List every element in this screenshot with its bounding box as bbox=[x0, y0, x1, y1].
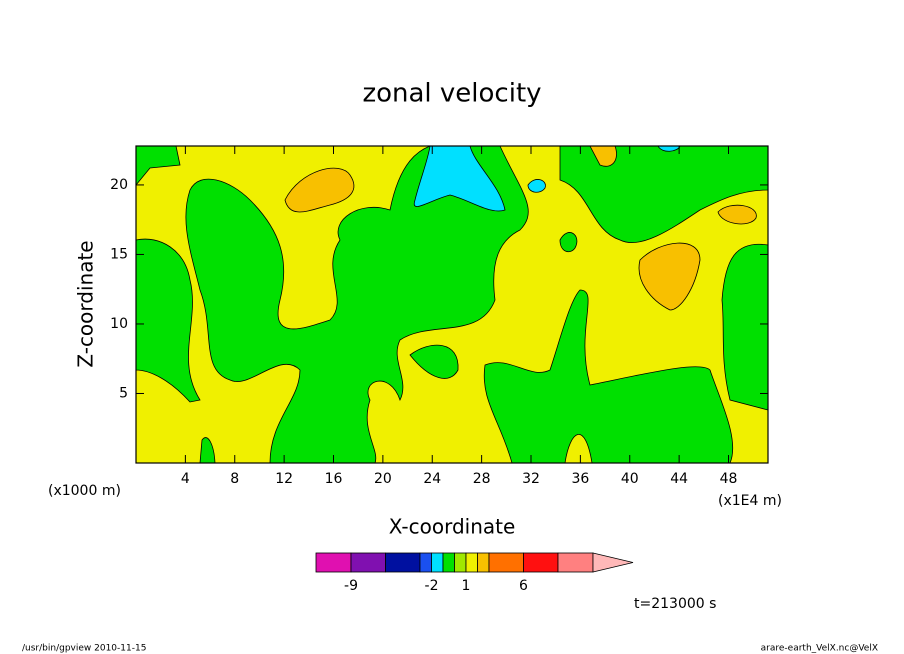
y-tick-label: 20 bbox=[110, 177, 128, 193]
field-region bbox=[185, 145, 529, 464]
colorbar-box bbox=[488, 552, 524, 573]
y-tick-label: 10 bbox=[110, 316, 128, 332]
field-region bbox=[483, 289, 734, 464]
x-tick-label: 4 bbox=[181, 471, 190, 487]
field-region bbox=[717, 204, 757, 225]
y-tick-label: 15 bbox=[110, 246, 128, 262]
field-region bbox=[527, 179, 546, 193]
contour-field bbox=[135, 145, 769, 464]
colorbar-tick-label: 6 bbox=[519, 578, 528, 594]
field-region bbox=[409, 344, 459, 379]
x-tick-label: 28 bbox=[473, 471, 491, 487]
x-tick-label: 32 bbox=[522, 471, 540, 487]
annotation: t=213000 s bbox=[634, 596, 716, 612]
field-region bbox=[559, 232, 578, 253]
colorbar-box bbox=[557, 552, 594, 573]
colorbar-box bbox=[431, 552, 444, 573]
colorbar-box bbox=[385, 552, 421, 573]
x-tick-label: 24 bbox=[423, 471, 441, 487]
colorbar-box bbox=[477, 552, 490, 573]
colorbar-extend bbox=[592, 552, 634, 573]
x-tick-label: 44 bbox=[670, 471, 688, 487]
colorbar-tick-label: -2 bbox=[425, 578, 439, 594]
x-unit-label: (x1000 m) bbox=[48, 483, 121, 499]
x-tick-label: 12 bbox=[275, 471, 293, 487]
footer: arare-earth_VelX.nc@VelX bbox=[761, 644, 878, 654]
y-axis-label: Z-coordinate bbox=[74, 240, 98, 367]
x-unit-label: (x1E4 m) bbox=[718, 493, 782, 509]
x-tick-label: 48 bbox=[720, 471, 738, 487]
y-tick-label: 5 bbox=[119, 385, 128, 401]
field-region bbox=[413, 145, 506, 212]
colorbar-box bbox=[350, 552, 386, 573]
x-tick-label: 36 bbox=[571, 471, 589, 487]
colorbar-box bbox=[454, 552, 467, 573]
field-region bbox=[638, 242, 701, 311]
x-axis-label: X-coordinate bbox=[389, 515, 516, 539]
field-region bbox=[135, 238, 201, 403]
colorbar-box bbox=[419, 552, 432, 573]
x-tick-label: 8 bbox=[230, 471, 239, 487]
footer: /usr/bin/gpview 2010-11-15 bbox=[22, 644, 146, 654]
chart-title: zonal velocity bbox=[362, 79, 541, 109]
colorbar-box bbox=[465, 552, 478, 573]
colorbar-box bbox=[315, 552, 352, 573]
x-tick-label: 40 bbox=[621, 471, 639, 487]
colorbar-tick-label: -9 bbox=[344, 578, 358, 594]
colorbar-box bbox=[523, 552, 559, 573]
x-tick-label: 16 bbox=[325, 471, 343, 487]
field-region bbox=[284, 167, 355, 213]
field-region bbox=[721, 243, 769, 411]
colorbar-box bbox=[442, 552, 455, 573]
field-region bbox=[559, 145, 769, 244]
x-tick-label: 20 bbox=[374, 471, 392, 487]
plot-frame bbox=[135, 145, 769, 464]
colorbar-tick-label: 1 bbox=[462, 578, 471, 594]
